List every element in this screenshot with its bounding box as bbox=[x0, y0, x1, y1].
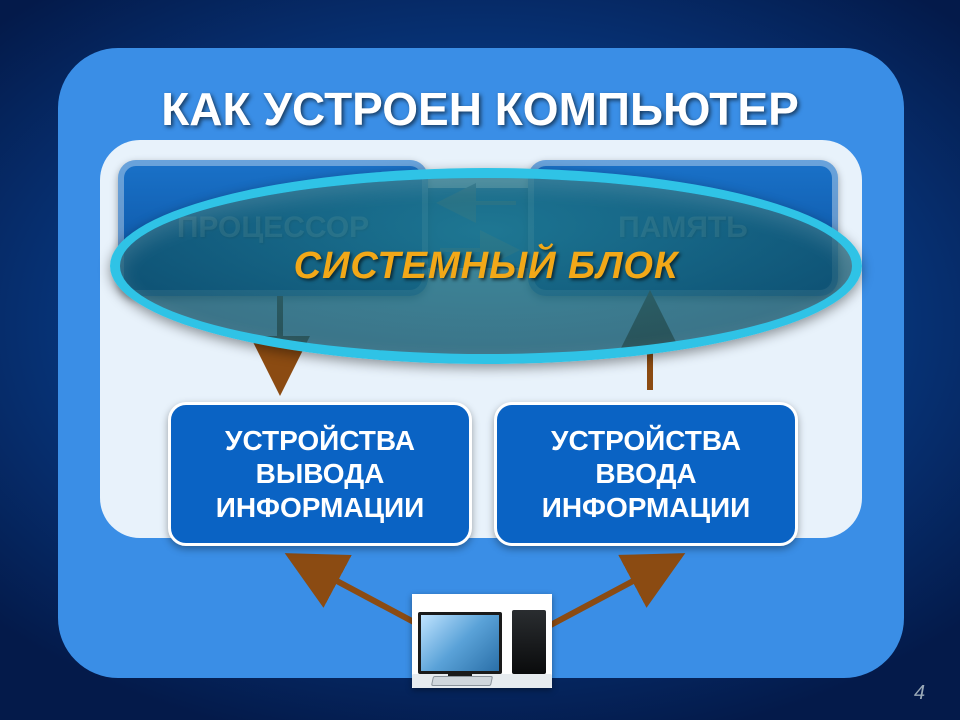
slide: КАК УСТРОЕН КОМПЬЮТЕР ПРОЦЕССОР ПАМЯТЬ У… bbox=[0, 0, 960, 720]
system-unit-label: СИСТЕМНЫЙ БЛОК bbox=[294, 245, 679, 288]
block-input-devices: УСТРОЙСТВАВВОДАИНФОРМАЦИИ bbox=[494, 402, 798, 546]
page-number: 4 bbox=[914, 682, 925, 705]
keyboard bbox=[431, 676, 493, 686]
system-unit-oval: СИСТЕМНЫЙ БЛОК bbox=[110, 168, 862, 364]
pc-tower bbox=[512, 610, 546, 674]
computer-icon bbox=[412, 594, 552, 688]
slide-title: КАК УСТРОЕН КОМПЬЮТЕР bbox=[0, 82, 960, 136]
monitor-screen bbox=[418, 612, 502, 674]
block-output-devices: УСТРОЙСТВАВЫВОДАИНФОРМАЦИИ bbox=[168, 402, 472, 546]
